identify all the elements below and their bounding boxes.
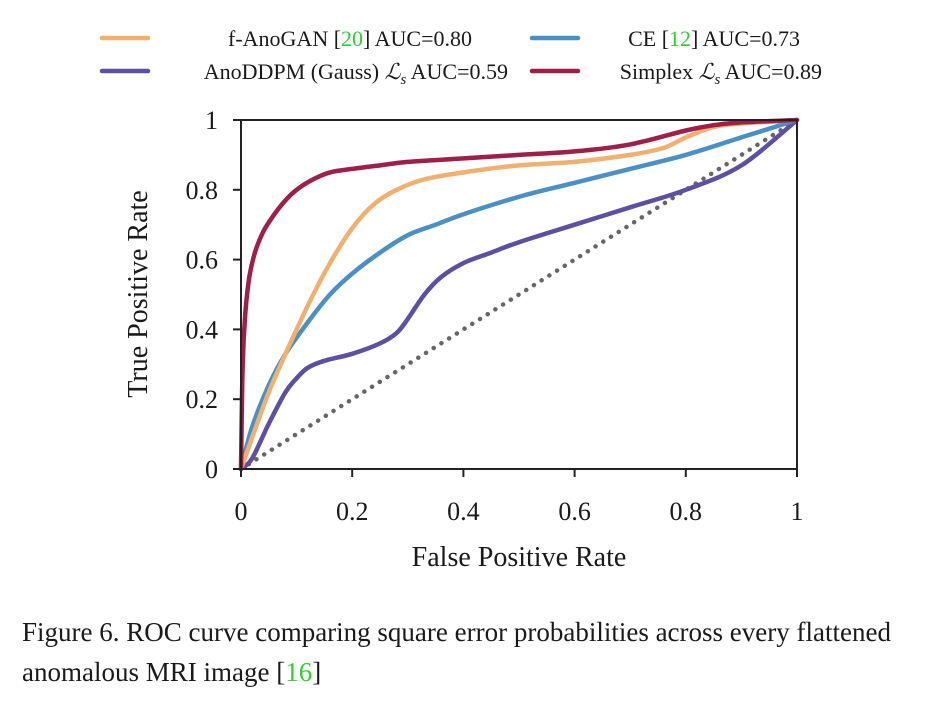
y-tick-label: 0.6 [186,246,219,275]
figure-caption: Figure 6. ROC curve comparing square err… [22,612,922,692]
caption-text-end: ] [312,657,322,687]
y-tick-label: 0.8 [186,176,219,205]
x-tick-label: 0 [235,497,248,526]
y-tick-label: 0 [205,455,218,484]
ce-legend-label: CE [12] AUC=0.73 [628,26,800,51]
caption-text: Figure 6. ROC curve comparing square err… [22,617,891,687]
y-tick-label: 0.2 [186,385,219,414]
y-tick-label: 1 [205,106,218,135]
fanogan-legend-label: f-AnoGAN [20] AUC=0.80 [228,26,472,51]
x-tick-label: 1 [791,497,804,526]
x-tick-label: 0.2 [336,497,369,526]
anoddpm-legend-label: AnoDDPM (Gauss) ℒs AUC=0.59 [204,59,508,88]
legend-citation-link[interactable]: 20 [341,26,363,51]
y-axis-ticks: 0 0.2 0.4 0.6 0.8 1 [186,106,241,484]
caption-citation-link[interactable]: 16 [285,657,313,687]
anoddpm-roc-curve [238,117,800,472]
roc-curves [238,117,800,472]
fanogan-roc-curve [238,117,800,472]
simplex-roc-curve [238,117,800,472]
plot-frame [240,119,798,470]
y-axis-label: True Positive Rate [123,190,154,397]
x-axis-ticks: 0 0.2 0.4 0.6 0.8 1 [235,469,804,526]
simplex-legend-label: Simplex ℒs AUC=0.89 [620,59,822,88]
roc-chart: f-AnoGAN [20] AUC=0.80 CE [12] AUC=0.73 An… [99,26,822,573]
chart-legend: f-AnoGAN [20] AUC=0.80 CE [12] AUC=0.73 An… [99,26,822,88]
x-axis-label: False Positive Rate [412,542,627,573]
chance-diagonal-line [238,117,800,472]
y-tick-label: 0.4 [186,315,219,344]
x-tick-label: 0.4 [447,497,480,526]
legend-citation-link[interactable]: 12 [669,26,691,51]
x-tick-label: 0.8 [670,497,703,526]
x-tick-label: 0.6 [558,497,591,526]
